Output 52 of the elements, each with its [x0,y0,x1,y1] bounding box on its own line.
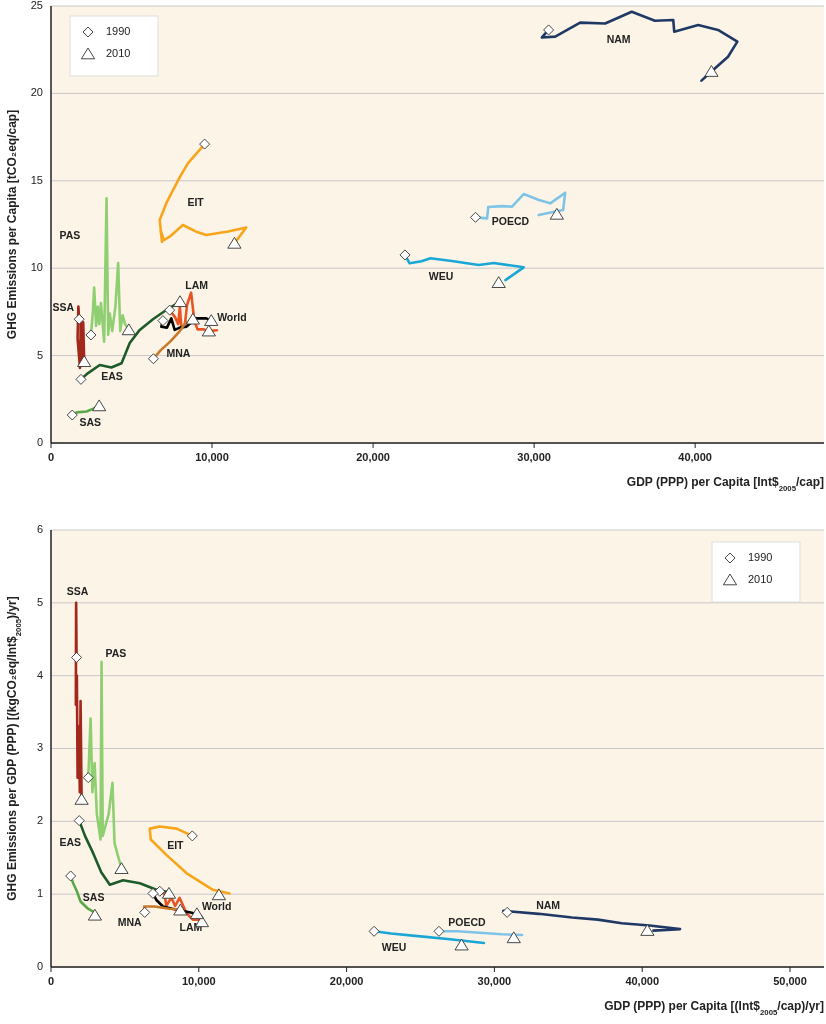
series-label: WEU [428,269,454,282]
series-label: SAS [82,890,105,903]
y-tick-label: 3 [36,741,43,754]
y-tick-label: 20 [30,86,43,99]
series-label: SAS [79,415,102,428]
x-axis-title: GDP (PPP) per Capita [Int$$_{2005}$/cap] [626,475,824,493]
series-label: EAS [59,836,82,849]
x-tick-label: 50,000 [773,975,807,987]
y-axis-title: GHG Emissions per Capita [tCO₂eq/cap] [5,109,19,340]
y-tick-label: 0 [36,959,43,972]
series-label: MNA [117,916,143,929]
series-label: WEU [381,941,407,954]
y-tick-label: 10 [30,261,43,274]
series-label: World [201,900,232,913]
x-tick-label: 0 [47,975,55,987]
series-label: POECD [448,916,487,929]
series-label: MNA [166,346,191,359]
x-tick-label: 10,000 [181,975,216,987]
y-tick-label: 5 [36,595,43,608]
x-tick-label: 40,000 [625,975,660,987]
y-tick-label: 1 [36,887,43,900]
legend-label: 1990 [748,550,773,563]
legend-label: 2010 [748,572,773,585]
x-tick-label: 20,000 [356,451,390,463]
x-tick-label: 0 [47,451,55,463]
y-tick-label: 15 [30,173,43,186]
y-tick-label: 2 [36,814,43,827]
series-label: PAS [105,646,127,659]
y-tick-label: 4 [36,668,43,681]
legend-label: 2010 [106,46,131,59]
x-tick-label: 20,000 [329,975,364,987]
series-label: SSA [52,301,75,314]
legend-label: 1990 [106,24,131,37]
series-label: LAM [185,278,209,291]
series-label: World [217,311,247,324]
x-tick-label: 30,000 [517,451,551,463]
x-axis-title: GDP (PPP) per Capita [(Int$$_{2005}$/cap)/yr] [604,999,824,1017]
x-tick-label: 40,000 [678,451,712,463]
series-label: SSA [66,585,89,598]
y-tick-label: 5 [36,348,43,361]
series-label: NAM [606,32,631,45]
text: PAS [59,228,81,241]
y-tick-label: 0 [36,435,43,448]
series-label: EAS [101,370,123,383]
series-label: NAM [536,899,561,912]
series-label: EIT [187,195,205,208]
y-tick-label: 25 [30,0,43,11]
x-tick-label: 10,000 [195,451,229,463]
series-label: POECD [491,215,530,228]
series-label: EIT [167,838,185,851]
y-tick-label: 6 [36,522,43,535]
x-tick-label: 30,000 [477,975,512,987]
